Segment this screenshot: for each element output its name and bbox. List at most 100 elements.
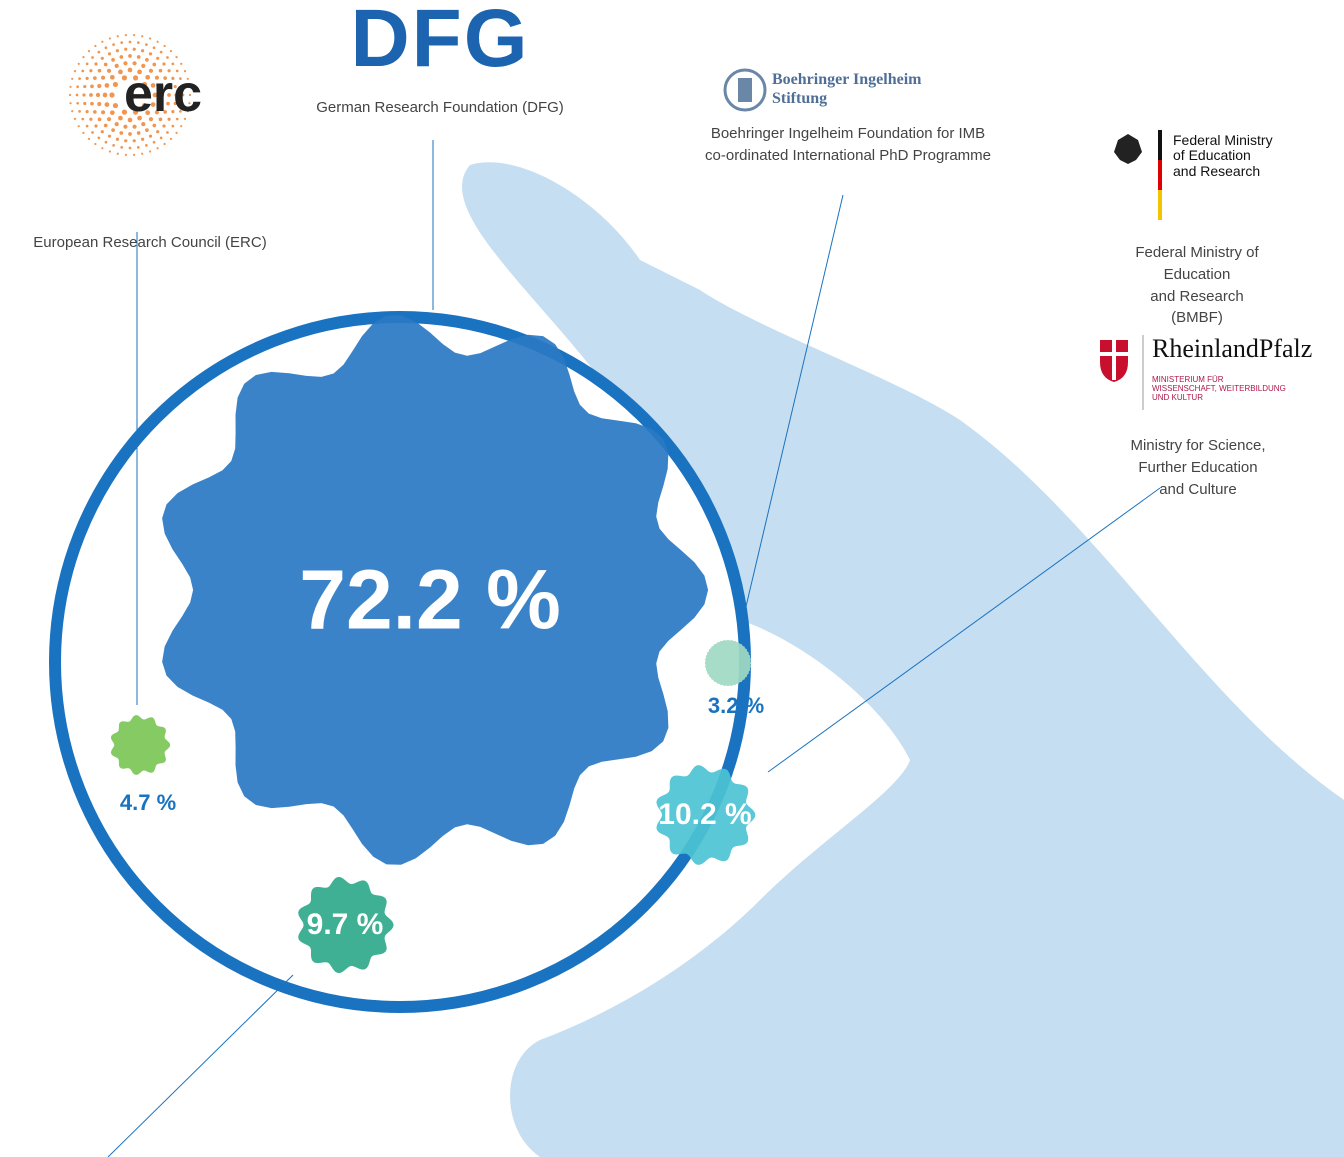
logo-dot bbox=[148, 37, 152, 40]
logo-dot bbox=[108, 37, 112, 40]
bubble bbox=[656, 765, 756, 865]
logo-dot bbox=[119, 131, 124, 135]
logo-dot bbox=[171, 110, 175, 114]
background-shape bbox=[462, 162, 1344, 1157]
logo-dot bbox=[71, 77, 74, 80]
logo-dot bbox=[158, 117, 163, 122]
logo-dot bbox=[127, 67, 133, 73]
logo-dot bbox=[181, 93, 185, 97]
logo-dot bbox=[132, 75, 139, 81]
logo-dot bbox=[97, 50, 101, 54]
logo-dot bbox=[188, 93, 192, 97]
logo-dot bbox=[132, 109, 139, 115]
logo-dot bbox=[90, 84, 94, 89]
logo-dot bbox=[97, 117, 102, 122]
logo-dot bbox=[173, 84, 177, 89]
logo-dot bbox=[132, 153, 136, 156]
logo-dot bbox=[112, 81, 119, 88]
funder-label: European Research Council (ERC) bbox=[33, 234, 267, 251]
logo-dot bbox=[106, 117, 112, 122]
logo-dot bbox=[132, 139, 136, 143]
logo-dot bbox=[94, 124, 98, 128]
logo-dot bbox=[109, 74, 115, 80]
logo-dot bbox=[97, 68, 102, 73]
logo-dot bbox=[123, 124, 128, 129]
logo-dot bbox=[174, 93, 178, 97]
logo-dot bbox=[179, 77, 182, 80]
logo-dot bbox=[93, 76, 97, 80]
logo-dot bbox=[175, 117, 179, 121]
leader-line bbox=[767, 487, 1161, 773]
logo-dot bbox=[145, 128, 149, 132]
logo-dot bbox=[75, 93, 79, 97]
logo-dot bbox=[188, 102, 191, 105]
logo-dot bbox=[163, 142, 166, 146]
bubble bbox=[162, 315, 709, 865]
logo-dot bbox=[111, 128, 115, 132]
logo-dot bbox=[116, 152, 119, 155]
logo-dot bbox=[171, 76, 175, 80]
logo-dot bbox=[97, 83, 102, 89]
logo-dot bbox=[115, 137, 120, 141]
logo-dot bbox=[94, 62, 98, 66]
logo-dot bbox=[102, 92, 108, 98]
logo-dot bbox=[118, 69, 123, 75]
logo-dot bbox=[148, 52, 153, 56]
leader-line bbox=[107, 974, 294, 1157]
logo-dot bbox=[145, 43, 148, 46]
logo-dot bbox=[112, 43, 115, 46]
logo-dot bbox=[78, 77, 81, 80]
logo-dot bbox=[78, 110, 81, 113]
logo-dot bbox=[104, 140, 108, 144]
logo-dot bbox=[108, 150, 112, 153]
logo-dot bbox=[159, 50, 163, 54]
logo-dot bbox=[148, 117, 154, 122]
logo-dot bbox=[152, 92, 158, 98]
logo-dot bbox=[183, 117, 187, 121]
logo-dot bbox=[127, 117, 133, 123]
value-label: 3.2 % bbox=[707, 693, 765, 718]
logo-dot bbox=[180, 101, 184, 105]
logo-dot bbox=[140, 49, 145, 53]
logo-dot bbox=[115, 49, 120, 53]
logo-dot bbox=[154, 110, 160, 115]
logo-dot bbox=[136, 131, 141, 135]
logo-dot bbox=[120, 145, 124, 149]
logo-dot bbox=[124, 47, 128, 51]
logo-dot bbox=[114, 63, 119, 68]
funder-label: German Research Foundation (DFG) bbox=[316, 99, 564, 116]
logo-dot bbox=[148, 134, 153, 138]
logo-dot bbox=[104, 46, 108, 50]
logo-dot bbox=[77, 62, 80, 65]
logo-dot bbox=[121, 109, 128, 115]
logo-dot bbox=[118, 115, 123, 121]
logo-dot bbox=[158, 83, 163, 89]
logo-dot bbox=[136, 55, 141, 59]
logo-dot bbox=[85, 62, 89, 66]
logo-dot bbox=[114, 122, 119, 127]
logo-dot bbox=[186, 77, 189, 80]
logo-dot bbox=[163, 110, 167, 114]
logo-dot bbox=[145, 110, 151, 116]
value-label: 72.2 % bbox=[299, 552, 561, 647]
logo-dot bbox=[180, 125, 183, 128]
logo-dot bbox=[186, 110, 189, 113]
logo-dot bbox=[148, 150, 152, 153]
logo-dot bbox=[69, 85, 72, 88]
logo-dot bbox=[87, 50, 91, 53]
logo-dot bbox=[94, 44, 97, 48]
value-label: 4.7 % bbox=[119, 790, 177, 815]
logo-dot bbox=[137, 69, 142, 75]
logo-dot bbox=[121, 75, 128, 81]
logo-dot bbox=[145, 58, 149, 62]
logo-dot bbox=[175, 69, 179, 73]
logo-dot bbox=[93, 110, 97, 114]
logo-dot bbox=[83, 84, 87, 89]
logo-dot bbox=[83, 101, 87, 106]
logo-dot bbox=[91, 131, 94, 134]
funder-label: Boehringer Ingelheim Foundation for IMB … bbox=[705, 125, 991, 164]
logo-dot bbox=[175, 131, 178, 134]
logo-dot bbox=[87, 137, 91, 140]
logo-dot bbox=[162, 124, 166, 128]
logo-dot bbox=[169, 137, 173, 140]
